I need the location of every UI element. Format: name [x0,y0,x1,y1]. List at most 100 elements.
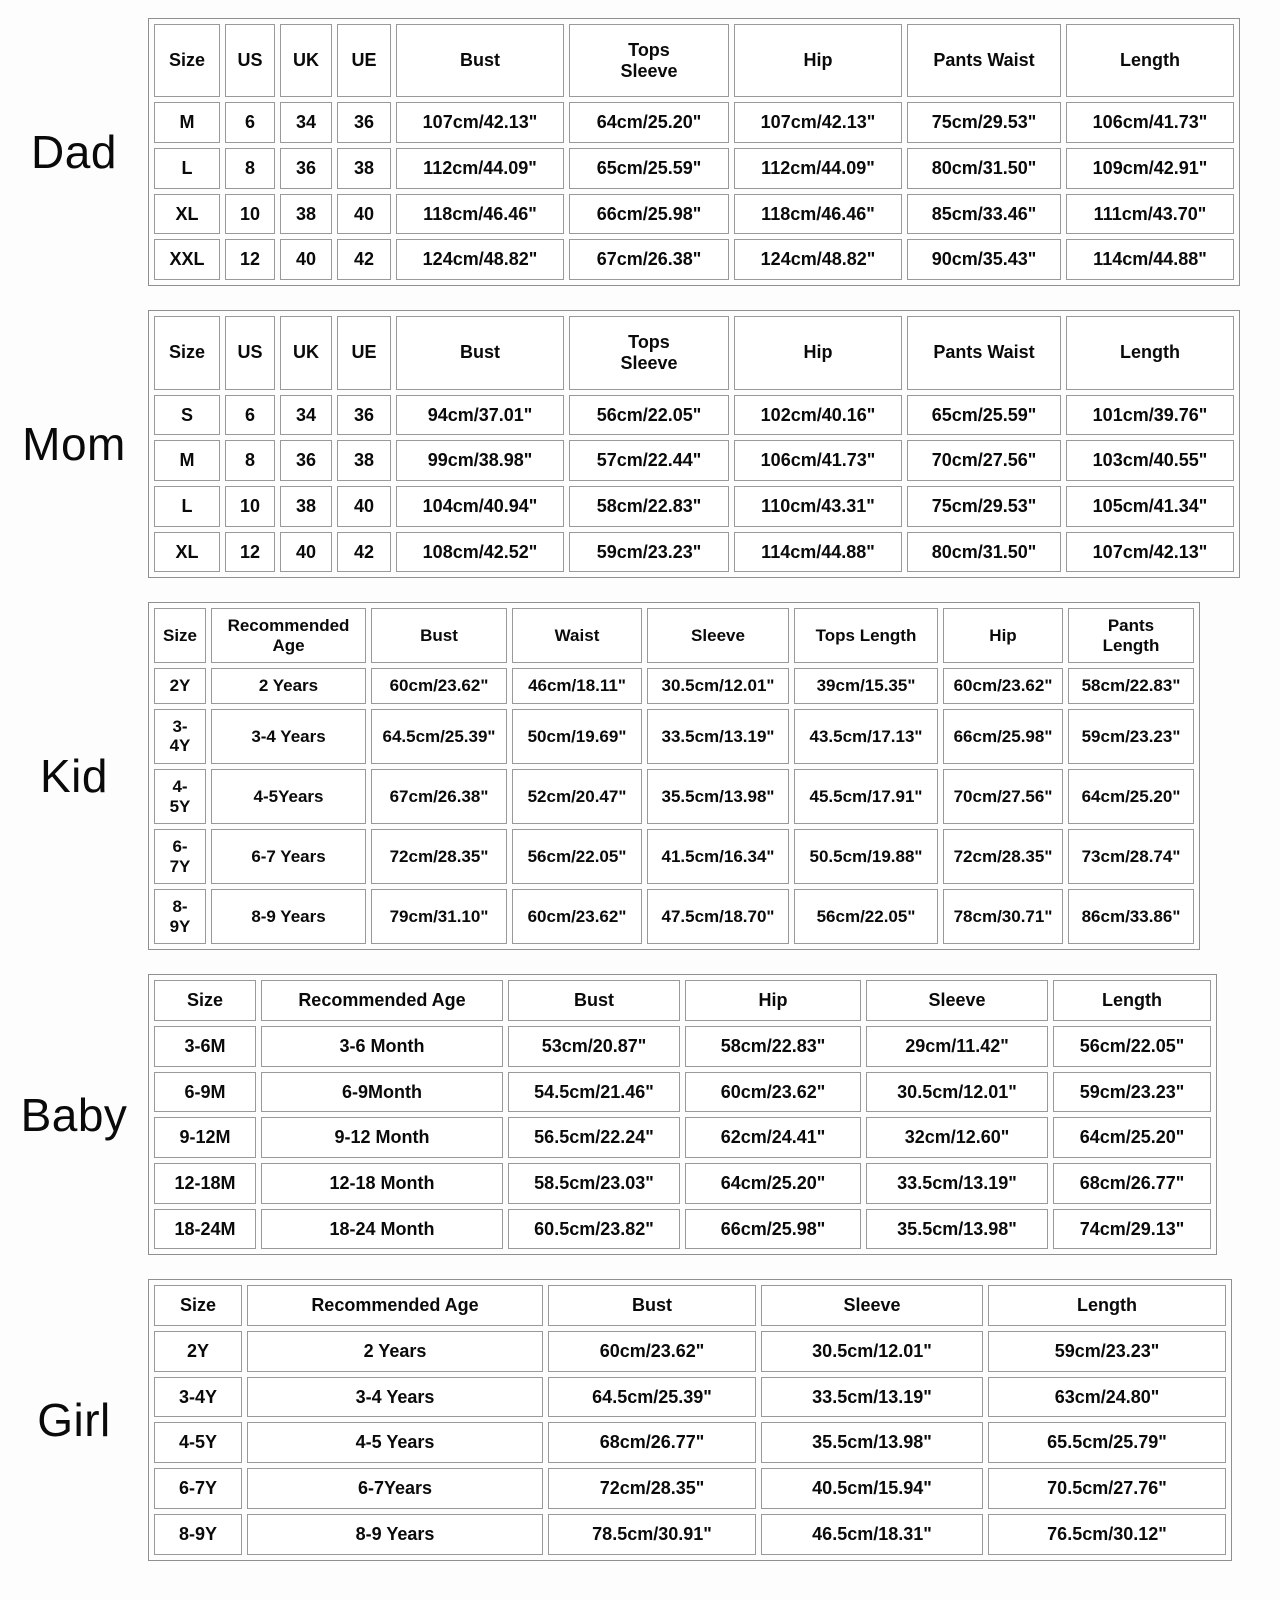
column-header: Tops Sleeve [569,316,729,390]
column-header: Size [154,608,206,664]
girl-size-table: Size Recommended Age Bust Sleeve Length 2Y 2 Y… [148,1279,1232,1561]
table-row: 8-9Y 8-9 Years 78.5cm/30.91" 46.5cm/18.31" 7… [154,1513,1226,1555]
column-header: Recommended Age [211,608,366,664]
table-cell: 38 [280,485,332,527]
table-cell: 36 [280,148,332,189]
table-cell: 85cm/33.46" [907,193,1061,235]
table-row: 3-4Y 3-4 Years 64.5cm/25.39" 33.5cm/13.19" 6… [154,1376,1226,1418]
table-cell: 33.5cm/13.19" [866,1163,1048,1204]
table-cell: 65cm/25.59" [907,394,1061,436]
table-cell: 86cm/33.86" [1068,889,1194,945]
table-row: XL 12 40 42 108cm/42.52" 59cm/23.23" 114cm/44.… [154,531,1234,573]
table-cell: M [154,102,220,144]
column-header: Length [1066,316,1234,390]
table-cell: 110cm/43.31" [734,485,902,527]
table-cell: 58cm/22.83" [569,485,729,527]
table-cell: 72cm/28.35" [371,829,507,885]
table-cell: 66cm/25.98" [685,1208,861,1250]
table-cell: 46.5cm/18.31" [761,1513,983,1555]
table-cell: 109cm/42.91" [1066,148,1234,189]
table-cell: 106cm/41.73" [1066,102,1234,144]
table-cell: 67cm/26.38" [569,239,729,281]
table-cell: 36 [337,394,391,436]
group-label-dad: Dad [31,126,117,179]
column-header: Waist [512,608,642,664]
table-cell: 58cm/22.83" [1068,668,1194,704]
table-cell: 6 [225,102,275,144]
table-cell: 78cm/30.71" [943,889,1063,945]
table-cell: 6-9Month [261,1071,503,1113]
table-cell: 6-7 Years [211,829,366,885]
table-cell: 10 [225,485,275,527]
table-cell: 18-24M [154,1208,256,1250]
table-cell: 54.5cm/21.46" [508,1071,680,1113]
table-cell: 3-6M [154,1025,256,1067]
section-girl: Girl Size Recommended Age Bust Sleeve Length… [0,1279,1280,1561]
table-cell: 60cm/23.62" [548,1331,756,1372]
table-cell: 108cm/42.52" [396,531,564,573]
table-row: XXL 12 40 42 124cm/48.82" 67cm/26.38" 124cm/48… [154,239,1234,281]
table-cell: 58cm/22.83" [685,1025,861,1067]
table-cell: 79cm/31.10" [371,889,507,945]
table-cell: 8-9 Years [211,889,366,945]
table-cell: 64cm/25.20" [685,1163,861,1204]
table-cell: 60cm/23.62" [943,668,1063,704]
table-cell: 50.5cm/19.88" [794,829,938,885]
table-cell: 46cm/18.11" [512,668,642,704]
table-cell: 12 [225,531,275,573]
column-header: UK [280,316,332,390]
table-cell: 99cm/38.98" [396,440,564,481]
table-cell: 75cm/29.53" [907,485,1061,527]
table-row: L 8 36 38 112cm/44.09" 65cm/25.59" 112cm/44.09… [154,148,1234,189]
table-cell: 2 Years [211,668,366,704]
table-cell: 39cm/15.35" [794,668,938,704]
table-cell: 70cm/27.56" [943,768,1063,825]
table-row: 12-18M 12-18 Month 58.5cm/23.03" 64cm/25.20… [154,1163,1211,1204]
table-cell: 112cm/44.09" [396,148,564,189]
table-row: M 6 34 36 107cm/42.13" 64cm/25.20" 107cm/42.13… [154,102,1234,144]
column-header: Length [988,1285,1226,1327]
column-header: Bust [371,608,507,664]
column-header: Tops Length [794,608,938,664]
table-cell: 56cm/22.05" [794,889,938,945]
table-cell: 8-9 Years [247,1513,543,1555]
table-cell: 40 [280,531,332,573]
table-cell: 36 [337,102,391,144]
column-header: Bust [548,1285,756,1327]
table-cell: 38 [280,193,332,235]
table-cell: 6-7Years [247,1468,543,1509]
column-header: Sleeve [761,1285,983,1327]
table-cell: 68cm/26.77" [1053,1163,1211,1204]
table-row: 4-5Y 4-5 Years 68cm/26.77" 35.5cm/13.98" 65.… [154,1422,1226,1464]
table-cell: 67cm/26.38" [371,768,507,825]
column-header: Size [154,24,220,98]
column-header: Bust [396,316,564,390]
column-header: US [225,24,275,98]
dad-size-table: Size US UK UE Bust Tops Sleeve Hip Pants Waist L… [148,18,1240,287]
table-cell: 59cm/23.23" [988,1331,1226,1372]
table-row: 6-7Y 6-7Years 72cm/28.35" 40.5cm/15.94" 70.5… [154,1468,1226,1509]
section-baby: Baby Size Recommended Age Bust Hip Sleeve Len… [0,974,1280,1256]
group-label-kid: Kid [40,750,108,803]
table-cell: 107cm/42.13" [396,102,564,144]
table-cell: 6-9M [154,1071,256,1113]
section-dad: Dad Size US UK UE Bust Tops Sleeve Hip Pants Wa… [0,18,1280,287]
mom-size-table: Size US UK UE Bust Tops Sleeve Hip Pants Waist L… [148,310,1240,579]
label-column-girl: Girl [0,1393,148,1447]
table-cell: 6 [225,394,275,436]
table-cell: 4-5Y [154,1422,242,1464]
header-row: Size Recommended Age Bust Sleeve Length [154,1285,1226,1327]
column-header: Sleeve [647,608,789,664]
label-column-kid: Kid [0,749,148,803]
table-cell: 36 [280,440,332,481]
table-cell: 64cm/25.20" [1053,1117,1211,1159]
table-cell: 42 [337,239,391,281]
table-cell: 94cm/37.01" [396,394,564,436]
table-cell: 18-24 Month [261,1208,503,1250]
table-cell: 124cm/48.82" [396,239,564,281]
table-cell: 66cm/25.98" [943,708,1063,764]
table-cell: 65.5cm/25.79" [988,1422,1226,1464]
label-column-dad: Dad [0,125,148,179]
table-cell: 60.5cm/23.82" [508,1208,680,1250]
column-header: Size [154,316,220,390]
